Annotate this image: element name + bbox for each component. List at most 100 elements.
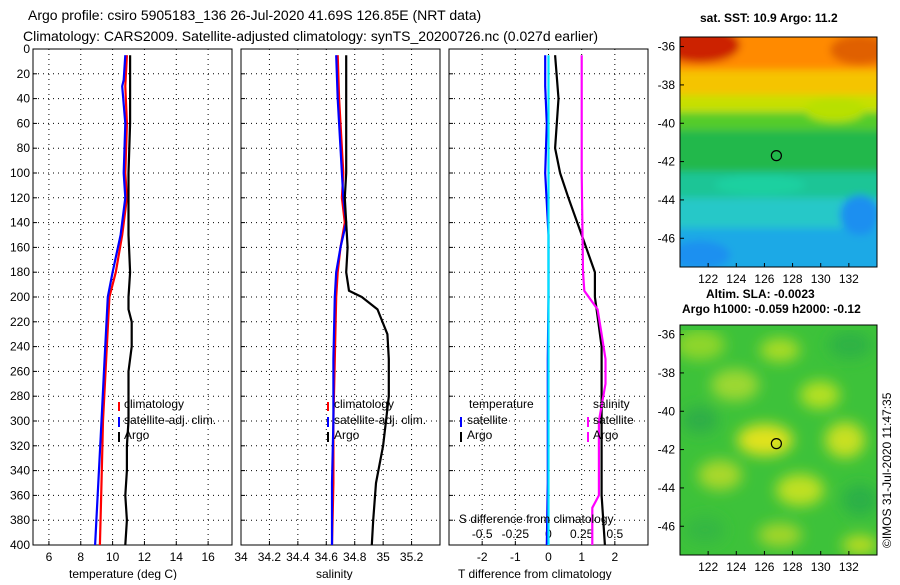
- depth-tick-label: 200: [10, 290, 30, 304]
- map-lon-label: 122: [698, 272, 718, 286]
- s-difference-tick-label: -0.25: [502, 527, 530, 541]
- map-lat-label: -36: [658, 40, 676, 54]
- series-satellite-adj-clim-: [330, 55, 348, 545]
- depth-tick-label: 60: [17, 116, 31, 130]
- depth-tick-label: 160: [10, 240, 30, 254]
- difference-xlabel: T difference from climatology: [458, 567, 612, 580]
- x-tick-label: 35: [376, 550, 390, 564]
- x-tick-label: 16: [201, 550, 215, 564]
- legend-t-argo: Argo: [467, 428, 493, 442]
- x-tick-label: 34.6: [315, 550, 339, 564]
- argo-location-marker: [770, 438, 782, 450]
- temperature-legend: climatology satellite-adj. clim. Argo: [118, 397, 216, 442]
- sla-map-field: [680, 325, 877, 555]
- legend-satellite-adj: satellite-adj. clim.: [334, 413, 426, 427]
- map-lon-label: 122: [698, 560, 718, 574]
- argo-location-marker: [770, 150, 782, 162]
- s-difference-tick-label: 0.5: [606, 527, 623, 541]
- x-tick-label: 1: [578, 550, 585, 564]
- map-lon-label: 130: [811, 560, 831, 574]
- x-tick-label: 34: [234, 550, 248, 564]
- x-tick-label: 34.4: [286, 550, 310, 564]
- map-lon-label: 124: [726, 560, 746, 574]
- legend-temperature-header: temperature: [469, 397, 534, 411]
- sla-map: Altim. SLA: -0.0023 Argo h1000: -0.059 h…: [658, 287, 878, 574]
- sla-map-title-line-1: Altim. SLA: -0.0023: [706, 287, 815, 301]
- depth-axis: 0 20 40 60 80 100 120 140 160 180 200 220 240 260 280 3…: [10, 42, 30, 552]
- series-t-argo: [553, 55, 606, 546]
- imos-credit: ©IMOS 31-Jul-2020 11:47:35: [880, 392, 894, 548]
- sst-map-frame: [679, 36, 878, 268]
- series-s-argo: [580, 55, 607, 545]
- map-lat-label: -42: [658, 443, 676, 457]
- depth-tick-label: 20: [17, 67, 31, 81]
- depth-tick-label: 380: [10, 513, 30, 527]
- depth-tick-label: 0: [23, 42, 30, 56]
- sla-map-frame: [679, 324, 878, 556]
- legend-argo: Argo: [124, 428, 150, 442]
- series-argo: [343, 55, 390, 546]
- map-lon-label: 126: [754, 272, 774, 286]
- map-lat-label: -36: [658, 328, 676, 342]
- x-tick-label: 2: [611, 550, 618, 564]
- legend-climatology: climatology: [334, 397, 394, 411]
- temperature-xlabel: temperature (deg C): [69, 567, 177, 580]
- depth-tick-label: 280: [10, 389, 30, 403]
- map-lat-label: -38: [658, 366, 676, 380]
- temperature-plot: 6 8 10 12 14 16: [33, 48, 232, 564]
- x-tick-label: -2: [477, 550, 488, 564]
- depth-tick-label: 80: [17, 141, 31, 155]
- depth-tick-label: 140: [10, 216, 30, 230]
- depth-tick-label: 220: [10, 315, 30, 329]
- depth-tick-label: 300: [10, 414, 30, 428]
- map-lat-label: -46: [658, 519, 676, 533]
- depth-tick-label: 340: [10, 464, 30, 478]
- x-tick-label: 6: [46, 550, 53, 564]
- depth-tick-label: 240: [10, 340, 30, 354]
- x-tick-label: 34.8: [343, 550, 367, 564]
- legend-climatology: climatology: [124, 397, 184, 411]
- depth-tick-label: 100: [10, 166, 30, 180]
- map-lon-label: 128: [783, 272, 803, 286]
- map-lon-label: 132: [839, 272, 859, 286]
- temperature-panel-frame: [32, 48, 233, 546]
- header-line-2: Climatology: CARS2009. Satellite-adjuste…: [23, 28, 598, 44]
- x-tick-label: 10: [106, 550, 120, 564]
- x-tick-label: 12: [138, 550, 152, 564]
- map-lon-label: 132: [839, 560, 859, 574]
- series-argo: [124, 55, 133, 546]
- map-lon-label: 126: [754, 560, 774, 574]
- salinity-plot: 34 34.2 34.4 34.6 34.8 35 35.2: [234, 48, 440, 564]
- depth-tick-label: 260: [10, 364, 30, 378]
- sst-map: sat. SST: 10.9 Argo: 11.2 122 124 12: [658, 11, 878, 286]
- difference-legend: temperature satellite Argo salinity sate…: [459, 397, 634, 526]
- depth-tick-label: 40: [17, 92, 31, 106]
- difference-plot: -2 -1 0 1 2-0.5 -0.25 0 0.25 0.5: [449, 48, 648, 564]
- map-lat-label: -44: [658, 193, 676, 207]
- map-lat-label: -46: [658, 231, 676, 245]
- sla-map-axes: 122 124 126 128 130 132 -36 -38 -40 -42 -44 -46: [658, 328, 860, 574]
- map-lat-label: -42: [658, 155, 676, 169]
- series-climatology: [98, 55, 129, 546]
- map-lon-label: 124: [726, 272, 746, 286]
- sst-map-title: sat. SST: 10.9 Argo: 11.2: [700, 11, 838, 25]
- series-satellite-adj-clim-: [94, 55, 127, 546]
- legend-satellite-adj: satellite-adj. clim.: [124, 413, 216, 427]
- depth-tick-label: 120: [10, 191, 30, 205]
- salinity-legend: climatology satellite-adj. clim. Argo: [327, 397, 426, 442]
- map-lat-label: -44: [658, 481, 676, 495]
- map-lat-label: -40: [658, 404, 676, 418]
- s-difference-tick-label: -0.5: [472, 527, 493, 541]
- sst-map-field: [680, 37, 877, 267]
- x-tick-label: 8: [77, 550, 84, 564]
- salinity-xlabel: salinity: [316, 567, 353, 580]
- x-tick-label: 35.2: [400, 550, 424, 564]
- sst-map-axes: 122 124 126 128 130 132 -36 -38 -40 -42 -44 -46: [658, 40, 860, 286]
- legend-argo: Argo: [334, 428, 360, 442]
- depth-tick-label: 180: [10, 265, 30, 279]
- map-lat-label: -38: [658, 78, 676, 92]
- sla-map-title-line-2: Argo h1000: -0.059 h2000: -0.12: [682, 302, 861, 316]
- map-lon-label: 130: [811, 272, 831, 286]
